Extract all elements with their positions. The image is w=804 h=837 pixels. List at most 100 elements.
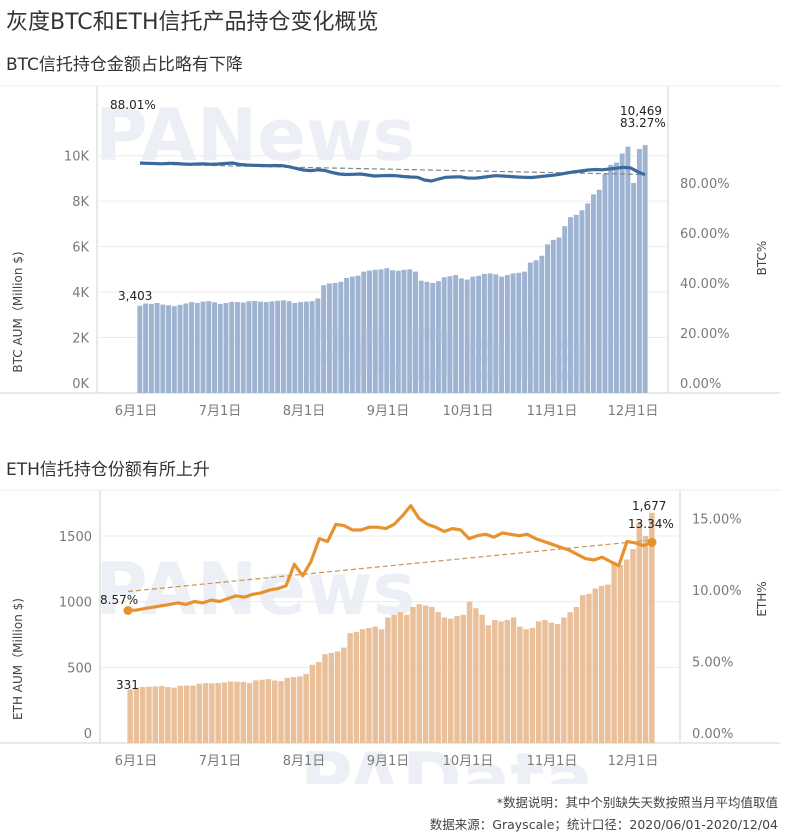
y-right-tick-label: 0.00% <box>692 727 733 742</box>
x-tick-label: 12月1日 <box>608 754 659 769</box>
bar <box>447 276 453 393</box>
bar <box>487 273 493 393</box>
y-tick-label: 0 <box>84 727 92 742</box>
bar <box>235 302 240 393</box>
x-tick-label: 10月1日 <box>443 754 494 769</box>
y-right-tick-label: 10.00% <box>692 584 742 599</box>
eth-y-axis-title: ETH AUM（Million $) <box>11 598 25 720</box>
bar <box>221 682 228 743</box>
bar <box>177 685 184 743</box>
bar <box>359 629 366 743</box>
bar <box>341 647 347 743</box>
bar <box>602 173 608 393</box>
bar <box>605 584 611 743</box>
x-tick-label: 11月1日 <box>527 404 578 419</box>
bar <box>464 279 470 393</box>
bar <box>567 612 573 743</box>
bar <box>322 654 328 743</box>
bar <box>516 272 522 393</box>
bar <box>642 145 648 393</box>
bar <box>476 275 482 393</box>
bar <box>171 687 177 743</box>
bar <box>227 681 234 743</box>
eth-y-axis-right: 0.00% 5.00% 10.00% 15.00% <box>692 513 742 742</box>
bar <box>517 626 523 743</box>
bar <box>240 302 246 393</box>
bar <box>160 304 166 393</box>
bar <box>390 270 395 393</box>
bar <box>143 303 149 393</box>
bar <box>403 614 410 743</box>
x-tick-label: 9月1日 <box>367 754 410 769</box>
bar <box>158 685 165 743</box>
bar <box>510 273 516 393</box>
x-tick-label: 9月1日 <box>367 404 410 419</box>
bar <box>194 303 200 393</box>
bar <box>424 281 430 393</box>
bar <box>278 681 284 743</box>
bar <box>649 512 655 743</box>
bar <box>361 271 367 393</box>
bar <box>355 275 361 393</box>
bar <box>523 629 529 743</box>
footer-source: 数据来源：Grayscale；统计口径：2020/06/01-2020/12/0… <box>429 817 778 832</box>
bar <box>510 617 517 743</box>
eth-chart: PANews PAData 0 500 1000 1500 0.00% 5.00% 10.… <box>0 489 780 784</box>
bar <box>539 255 545 393</box>
bar <box>378 269 384 393</box>
bar <box>152 686 159 743</box>
bar <box>613 162 619 393</box>
bar <box>183 303 189 393</box>
y-right-tick-label: 0.00% <box>680 377 721 392</box>
bar <box>460 614 467 743</box>
btc-start-aum-label: 3,403 <box>118 289 152 303</box>
bar <box>585 203 591 393</box>
bar <box>154 303 160 393</box>
bar <box>315 662 322 743</box>
bar <box>493 274 499 393</box>
watermark: PANews PAData <box>95 547 593 784</box>
y-tick-label: 1500 <box>59 530 92 545</box>
btc-end-pct-label: 83.27% <box>620 116 666 130</box>
bar <box>453 275 459 393</box>
bar <box>202 683 209 743</box>
bar <box>240 682 247 743</box>
eth-y-axis-left: 0 500 1000 1500 <box>59 530 92 742</box>
bar <box>435 281 441 393</box>
bar <box>479 614 485 743</box>
bar <box>596 189 602 393</box>
y-tick-label: 2K <box>72 332 89 347</box>
bar <box>412 271 418 393</box>
y-tick-label: 1000 <box>59 596 92 611</box>
bar <box>171 306 177 393</box>
y-right-tick-label: 80.00% <box>680 177 730 192</box>
bar <box>303 301 309 393</box>
btc-start-pct-label: 88.01% <box>110 98 156 112</box>
bar <box>533 260 539 393</box>
bar <box>485 625 492 743</box>
bar <box>429 606 435 743</box>
bar <box>334 651 341 743</box>
bar <box>290 677 297 743</box>
bar <box>590 194 596 393</box>
bar <box>562 226 568 393</box>
bar <box>481 273 487 393</box>
bar <box>407 269 413 393</box>
bar <box>223 303 229 393</box>
bar <box>504 620 511 743</box>
btc-x-axis: 6月1日 7月1日 8月1日 9月1日 10月1日 11月1日 12月1日 <box>115 404 659 419</box>
bar <box>418 280 424 393</box>
bar <box>127 689 133 743</box>
bar <box>619 153 625 393</box>
y-tick-label: 6K <box>72 241 89 256</box>
bar <box>263 302 269 393</box>
bar <box>441 277 447 393</box>
bar <box>556 237 562 393</box>
x-tick-label: 7月1日 <box>199 754 242 769</box>
eth-chart-title: ETH信托持仓份额有所上升 <box>6 460 210 480</box>
bar <box>441 617 448 743</box>
bar <box>367 270 373 393</box>
bar <box>499 276 505 393</box>
bar <box>623 559 630 743</box>
bar <box>385 617 391 743</box>
